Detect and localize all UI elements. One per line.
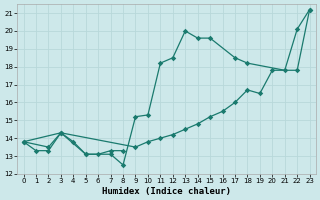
X-axis label: Humidex (Indice chaleur): Humidex (Indice chaleur) bbox=[102, 187, 231, 196]
